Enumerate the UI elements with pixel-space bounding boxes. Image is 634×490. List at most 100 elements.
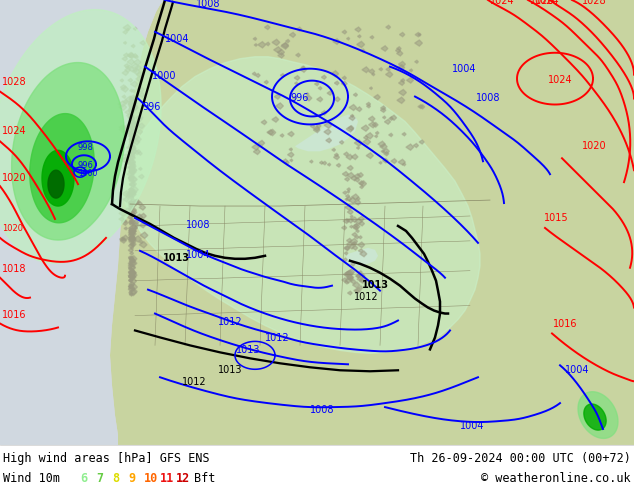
- Polygon shape: [122, 220, 127, 223]
- Polygon shape: [133, 139, 140, 145]
- Polygon shape: [128, 109, 134, 113]
- Polygon shape: [129, 89, 133, 92]
- Polygon shape: [406, 144, 414, 150]
- Polygon shape: [129, 183, 135, 187]
- Polygon shape: [359, 271, 362, 273]
- Text: 8: 8: [112, 472, 119, 485]
- Polygon shape: [133, 59, 141, 65]
- Text: 1013: 1013: [218, 365, 242, 375]
- Polygon shape: [346, 238, 352, 243]
- Polygon shape: [129, 104, 138, 110]
- Polygon shape: [129, 114, 134, 118]
- Polygon shape: [345, 248, 378, 266]
- Polygon shape: [119, 125, 126, 130]
- Polygon shape: [129, 209, 137, 216]
- Polygon shape: [129, 178, 132, 181]
- Polygon shape: [324, 122, 332, 128]
- Polygon shape: [128, 53, 135, 58]
- Polygon shape: [356, 197, 360, 200]
- Text: 996: 996: [290, 93, 308, 102]
- Polygon shape: [129, 121, 137, 127]
- Polygon shape: [129, 159, 136, 165]
- Polygon shape: [134, 236, 141, 242]
- Polygon shape: [130, 95, 136, 99]
- Polygon shape: [128, 230, 134, 235]
- Polygon shape: [118, 57, 480, 353]
- Polygon shape: [396, 47, 401, 50]
- Polygon shape: [327, 91, 332, 95]
- Polygon shape: [129, 166, 134, 170]
- Polygon shape: [128, 121, 135, 126]
- Polygon shape: [128, 201, 131, 204]
- Polygon shape: [295, 115, 358, 151]
- Polygon shape: [398, 65, 404, 71]
- Polygon shape: [129, 126, 132, 129]
- Polygon shape: [127, 149, 134, 155]
- Polygon shape: [360, 251, 367, 257]
- Polygon shape: [139, 242, 147, 248]
- Polygon shape: [313, 127, 320, 133]
- Polygon shape: [130, 173, 134, 176]
- Polygon shape: [379, 68, 383, 71]
- Polygon shape: [128, 244, 134, 248]
- Polygon shape: [381, 150, 384, 153]
- Polygon shape: [349, 225, 353, 228]
- Polygon shape: [346, 195, 349, 197]
- Polygon shape: [137, 120, 140, 122]
- Text: Wind 10m: Wind 10m: [3, 472, 60, 485]
- Polygon shape: [129, 211, 133, 215]
- Polygon shape: [129, 274, 134, 279]
- Polygon shape: [124, 53, 129, 57]
- Polygon shape: [124, 100, 128, 104]
- Polygon shape: [125, 68, 131, 72]
- Polygon shape: [126, 28, 129, 31]
- Polygon shape: [333, 39, 340, 45]
- Polygon shape: [0, 0, 164, 445]
- Text: 1008: 1008: [196, 0, 221, 9]
- Polygon shape: [120, 79, 124, 82]
- Text: 1012: 1012: [182, 377, 207, 387]
- Polygon shape: [344, 245, 349, 250]
- Polygon shape: [129, 204, 132, 207]
- Text: 1000: 1000: [152, 71, 176, 81]
- Polygon shape: [129, 142, 134, 146]
- Polygon shape: [346, 219, 349, 222]
- Polygon shape: [129, 140, 134, 145]
- Polygon shape: [136, 150, 141, 153]
- Polygon shape: [129, 190, 135, 195]
- Polygon shape: [345, 273, 349, 276]
- Polygon shape: [129, 213, 133, 216]
- Polygon shape: [129, 293, 133, 295]
- Polygon shape: [124, 64, 129, 68]
- Polygon shape: [347, 191, 350, 193]
- Polygon shape: [342, 76, 346, 80]
- Polygon shape: [396, 51, 403, 56]
- Polygon shape: [129, 286, 134, 291]
- Polygon shape: [129, 136, 136, 141]
- Polygon shape: [130, 192, 135, 196]
- Polygon shape: [126, 156, 133, 162]
- Polygon shape: [389, 117, 393, 121]
- Polygon shape: [363, 136, 368, 140]
- Polygon shape: [134, 136, 141, 142]
- Polygon shape: [129, 270, 136, 275]
- Polygon shape: [254, 44, 257, 46]
- Polygon shape: [129, 293, 133, 296]
- Polygon shape: [256, 74, 260, 77]
- Polygon shape: [130, 219, 135, 223]
- Polygon shape: [130, 284, 138, 290]
- Polygon shape: [130, 231, 134, 234]
- Polygon shape: [131, 64, 139, 70]
- Polygon shape: [129, 289, 138, 294]
- Polygon shape: [129, 100, 133, 104]
- Text: 996: 996: [142, 102, 160, 113]
- Polygon shape: [289, 148, 292, 151]
- Polygon shape: [129, 260, 137, 266]
- Polygon shape: [124, 154, 127, 157]
- Polygon shape: [363, 139, 371, 145]
- Polygon shape: [396, 49, 401, 52]
- Polygon shape: [128, 274, 131, 277]
- Polygon shape: [381, 46, 388, 51]
- Polygon shape: [130, 167, 137, 173]
- Polygon shape: [297, 27, 302, 31]
